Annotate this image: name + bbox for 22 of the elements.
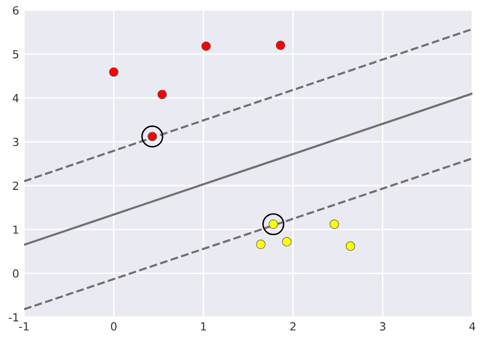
point — [276, 40, 286, 50]
y-tick-label: 0 — [12, 269, 18, 278]
y-tick-label: 3 — [13, 138, 18, 146]
point — [256, 240, 266, 250]
x-tick-label: 0 — [110, 322, 117, 331]
y-tick-label: 6 — [12, 6, 19, 15]
point — [346, 241, 356, 251]
y-tick-label: 4 — [12, 94, 19, 102]
point — [330, 220, 339, 229]
x-tick-label: 3 — [380, 322, 386, 331]
y-tick-label: -1 — [8, 313, 18, 322]
point — [201, 42, 211, 51]
x-tick-label: 2 — [290, 322, 296, 330]
y-tick-label: 2 — [12, 182, 18, 190]
x-tick-label: 4 — [469, 322, 476, 330]
x-tick-label: -1 — [19, 322, 29, 330]
point — [282, 237, 292, 246]
y-tick-label: 1 — [13, 226, 18, 234]
x-tick-label: 1 — [201, 322, 206, 330]
y-tick-label: 5 — [13, 50, 18, 58]
point — [109, 67, 118, 77]
point — [157, 90, 167, 100]
